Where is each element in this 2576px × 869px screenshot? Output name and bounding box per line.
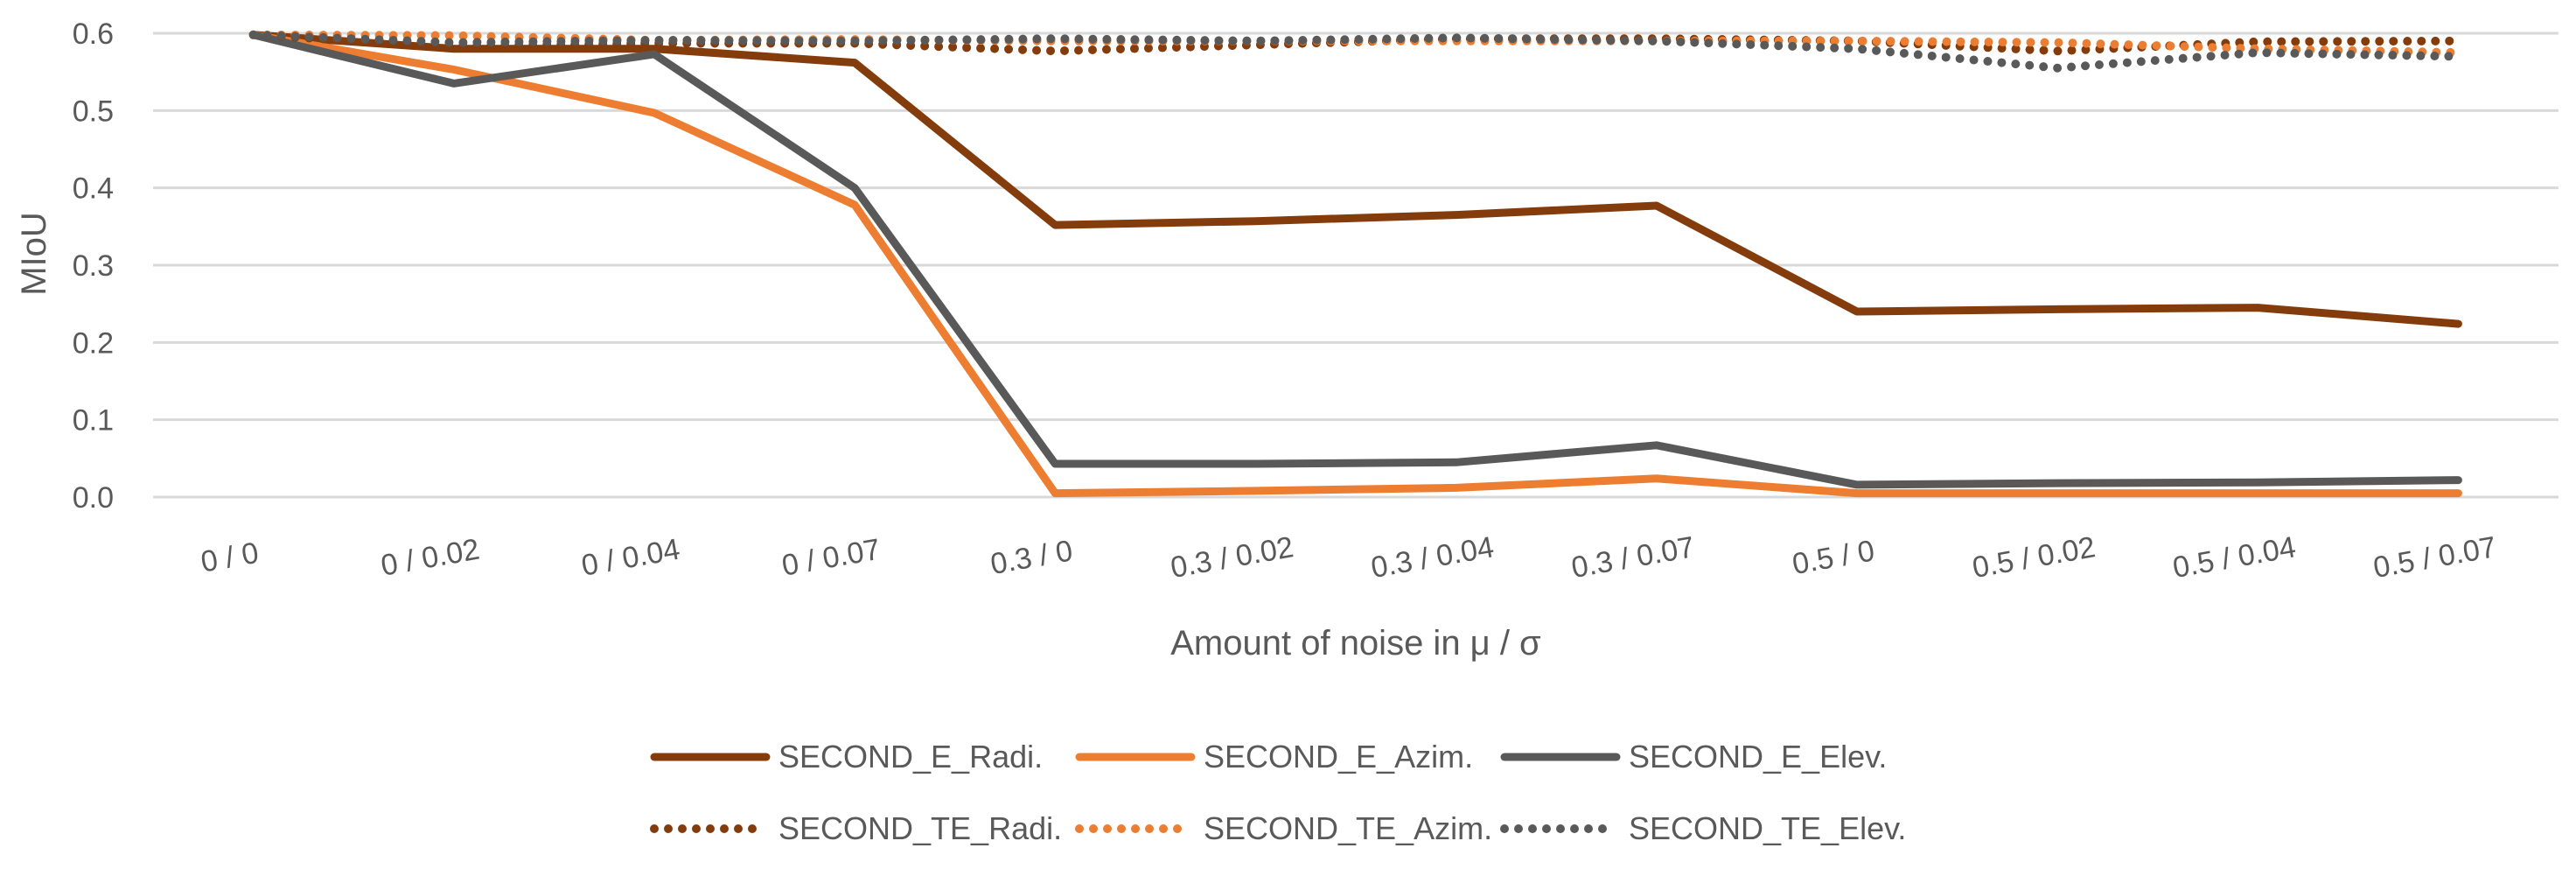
y-tick-label: 0.0 bbox=[73, 481, 114, 515]
y-tick-label: 0.3 bbox=[73, 249, 114, 283]
x-tick-label: 0 / 0.04 bbox=[579, 533, 682, 583]
x-tick-label: 0.5 / 0.04 bbox=[2170, 530, 2298, 585]
x-tick-label: 0.3 / 0 bbox=[988, 534, 1076, 581]
series-lines bbox=[248, 30, 2463, 498]
x-tick-label: 0.3 / 0.02 bbox=[1168, 530, 1295, 585]
legend-label: SECOND_E_Azim. bbox=[1204, 739, 1473, 774]
x-tick-label: 0.5 / 0.02 bbox=[1970, 530, 2098, 585]
legend-label: SECOND_E_Radi. bbox=[778, 739, 1043, 774]
x-tick-label: 0.5 / 0.07 bbox=[2370, 530, 2498, 585]
legend-label: SECOND_TE_Radi. bbox=[778, 810, 1062, 846]
x-tick-label: 0 / 0 bbox=[199, 536, 262, 579]
y-axis-ticks: 0.0 0.1 0.2 0.3 0.4 0.5 0.6 bbox=[73, 18, 114, 515]
y-tick-label: 0.4 bbox=[73, 172, 114, 206]
series-line-2 bbox=[249, 31, 2462, 489]
legend-label: SECOND_TE_Azim. bbox=[1204, 810, 1492, 846]
x-tick-label: 0.3 / 0.07 bbox=[1569, 530, 1697, 585]
series-line-0 bbox=[249, 31, 2462, 328]
y-tick-label: 0.1 bbox=[73, 404, 114, 438]
x-tick-label: 0.5 / 0 bbox=[1790, 534, 1877, 581]
x-tick-label: 0 / 0.02 bbox=[379, 533, 482, 583]
series-line-5 bbox=[248, 30, 2463, 73]
y-tick-label: 0.5 bbox=[73, 95, 114, 128]
legend-label: SECOND_TE_Elev. bbox=[1629, 810, 1906, 846]
y-tick-label: 0.6 bbox=[73, 18, 114, 51]
x-axis-ticks: 0 / 0 0 / 0.02 0 / 0.04 0 / 0.07 0.3 / 0 0.3 … bbox=[199, 530, 2499, 585]
series-line-1 bbox=[249, 31, 2462, 498]
gridlines bbox=[153, 32, 2559, 499]
legend-label: SECOND_E_Elev. bbox=[1629, 739, 1887, 774]
legend: SECOND_E_Radi. SECOND_E_Azim. SECOND_E_Ele… bbox=[650, 739, 1906, 846]
y-axis-title: MIoU bbox=[15, 212, 53, 296]
x-tick-label: 0 / 0.07 bbox=[779, 533, 883, 583]
y-tick-label: 0.2 bbox=[73, 326, 114, 360]
x-axis-title: Amount of noise in μ / σ bbox=[1170, 624, 1541, 662]
x-tick-label: 0.3 / 0.04 bbox=[1369, 530, 1497, 585]
